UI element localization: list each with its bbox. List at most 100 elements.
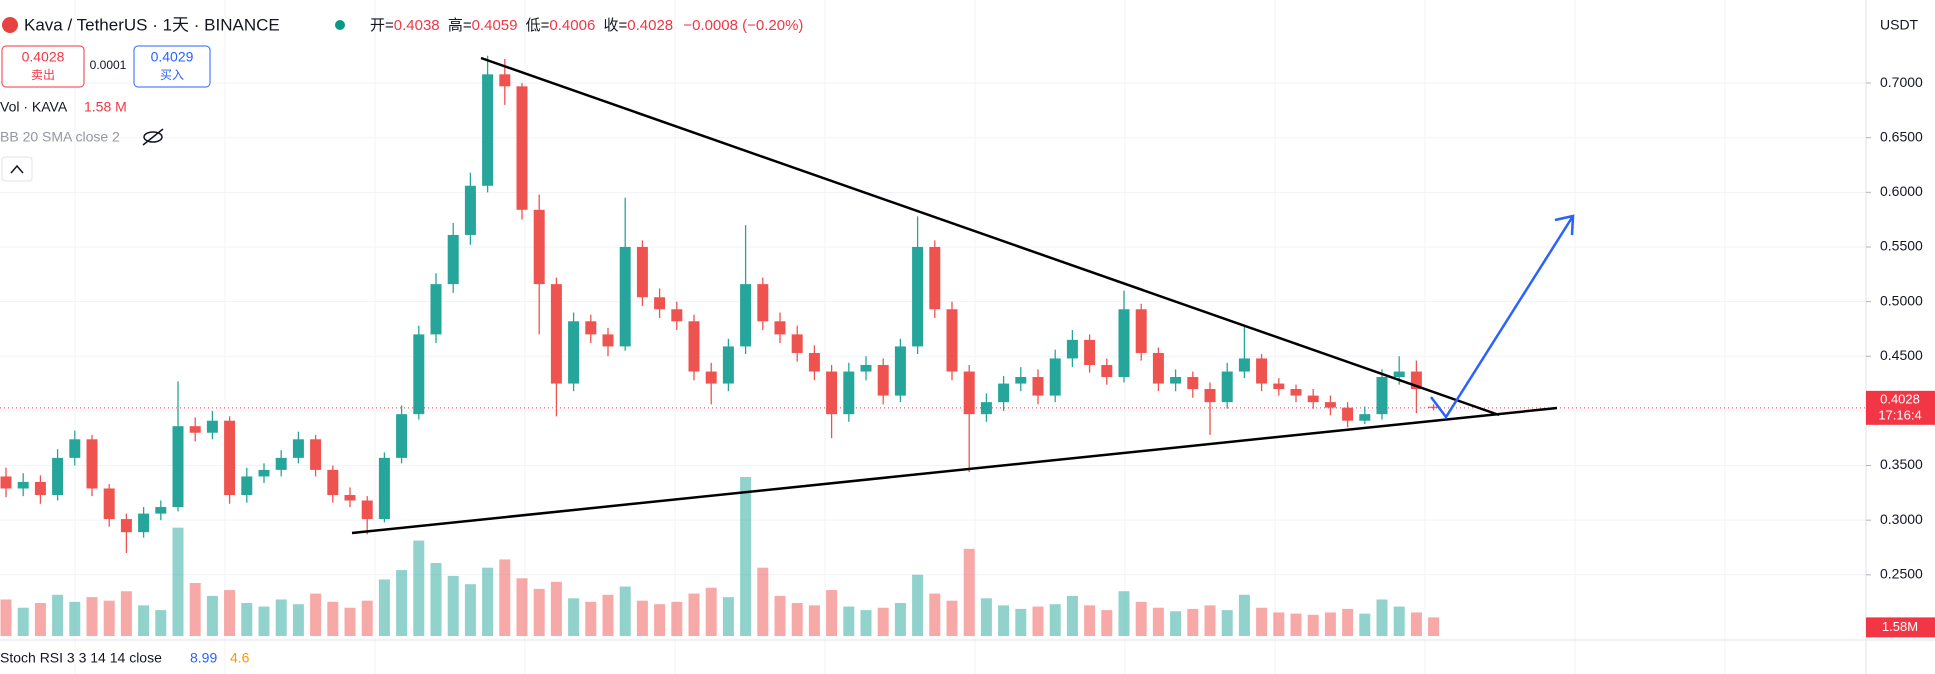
stoch-legend[interactable]: Stoch RSI 3 3 14 14 close: [0, 650, 162, 666]
candle-body: [1066, 339, 1078, 359]
candle-body: [929, 246, 941, 310]
volume-bar: [722, 597, 734, 636]
volume-bar: [568, 598, 580, 636]
candle-body: [740, 284, 752, 347]
symbol-title[interactable]: Kava / TetherUS · 1天 · BINANCE: [24, 15, 280, 34]
volume-bar: [550, 581, 562, 636]
candle-body: [671, 309, 683, 322]
candle-body: [774, 321, 786, 335]
volume-bar: [275, 599, 287, 636]
volume-bar: [292, 604, 304, 636]
volume-bar: [1152, 607, 1164, 636]
candle-body: [1152, 352, 1164, 384]
volume-bar: [1049, 604, 1061, 636]
candle-body: [585, 321, 597, 335]
volume-bar: [619, 586, 631, 636]
volume-bar: [963, 548, 975, 636]
sell-price[interactable]: 0.4028: [22, 49, 65, 65]
volume-bar: [929, 593, 941, 636]
volume-tag-text: 1.58M: [1882, 619, 1918, 634]
candle-body: [1273, 383, 1285, 390]
ohlc-name: 低=: [526, 17, 550, 34]
volume-bar: [585, 601, 597, 636]
candle-body: [17, 481, 29, 489]
candle-body: [241, 476, 253, 496]
volume-bar: [1118, 591, 1130, 636]
candle-body: [413, 334, 425, 415]
candle-body: [224, 420, 236, 496]
volume-bar: [998, 605, 1010, 636]
bb-legend[interactable]: BB 20 SMA close 2: [0, 129, 120, 145]
candle-body: [447, 234, 459, 285]
candle-body: [1376, 377, 1388, 415]
volume-bar: [877, 607, 889, 636]
volume-bar: [1410, 612, 1422, 636]
buy-button[interactable]: 0.4029 买入: [133, 45, 211, 88]
volume-bar: [189, 583, 201, 636]
candle-body: [1049, 358, 1061, 396]
candle-body: [1221, 371, 1233, 403]
volume-bar: [52, 594, 64, 636]
hide-icon[interactable]: [142, 128, 164, 146]
candle-body: [1307, 395, 1319, 403]
ohlc-name: 高=: [448, 17, 472, 34]
eye-icon[interactable]: [143, 131, 163, 143]
volume-bar: [120, 591, 132, 636]
upper-trendline[interactable]: [480, 56, 1500, 417]
volume-bar: [774, 595, 786, 636]
candle-body: [533, 209, 545, 285]
sell-label[interactable]: 卖出: [31, 68, 55, 82]
volume-bar: [1393, 606, 1405, 636]
candle-body: [877, 364, 889, 396]
buy-box[interactable]: [133, 45, 211, 88]
buy-label[interactable]: 买入: [160, 68, 184, 82]
volume-bar: [1428, 617, 1440, 636]
sell-button[interactable]: 0.4028 卖出: [1, 45, 85, 88]
candle-body: [946, 309, 958, 372]
volume-bar: [482, 567, 494, 636]
collapse-box[interactable]: [1, 156, 33, 182]
candle-body: [1393, 371, 1405, 378]
volume-legend-value: 1.58 M: [84, 99, 127, 115]
volume-bar: [1256, 607, 1268, 636]
y-tick-label: 0.6000: [1880, 183, 1923, 199]
candle-body: [808, 352, 820, 372]
volume-bar: [843, 606, 855, 636]
candle-body: [430, 284, 442, 335]
lower-trendline[interactable]: [351, 406, 1558, 535]
volume-legend[interactable]: Vol · KAVA: [0, 99, 68, 115]
candle-body: [1428, 406, 1440, 408]
sell-box[interactable]: [1, 45, 85, 88]
y-tick-label: 0.6500: [1880, 128, 1923, 144]
price-axis: 0.25000.30000.35000.40000.45000.50000.55…: [1866, 74, 1935, 638]
projection-arrow[interactable]: [1430, 215, 1575, 420]
candle-body: [155, 507, 167, 514]
y-tick-label: 0.5000: [1880, 292, 1923, 308]
candle-body: [258, 469, 270, 477]
candle-body: [568, 321, 580, 384]
volume-bar: [1135, 601, 1147, 636]
arrow-head: [1554, 214, 1575, 236]
volume-bar: [241, 603, 253, 636]
ohlc-value: 0.4006: [549, 17, 595, 34]
volume-bar: [671, 601, 683, 636]
volume-bar: [636, 600, 648, 636]
volume-bar: [155, 610, 167, 636]
candle-body: [69, 439, 81, 458]
currency-label[interactable]: USDT: [1880, 17, 1919, 33]
candle-body: [275, 457, 287, 470]
collapse-button[interactable]: [1, 156, 33, 182]
grid-layer: [0, 0, 1866, 674]
candle-layer: [0, 55, 1440, 553]
buy-price[interactable]: 0.4029: [151, 49, 194, 65]
candle-body: [688, 321, 700, 372]
candle-body: [1170, 377, 1182, 384]
eye-slash: [142, 128, 164, 146]
candle-body: [482, 74, 494, 186]
candle-body: [396, 414, 408, 458]
candle-body: [636, 246, 648, 298]
volume-bar: [1101, 610, 1113, 636]
last-price-text: 0.4028: [1880, 391, 1920, 406]
stoch-k: 8.99: [190, 650, 217, 666]
